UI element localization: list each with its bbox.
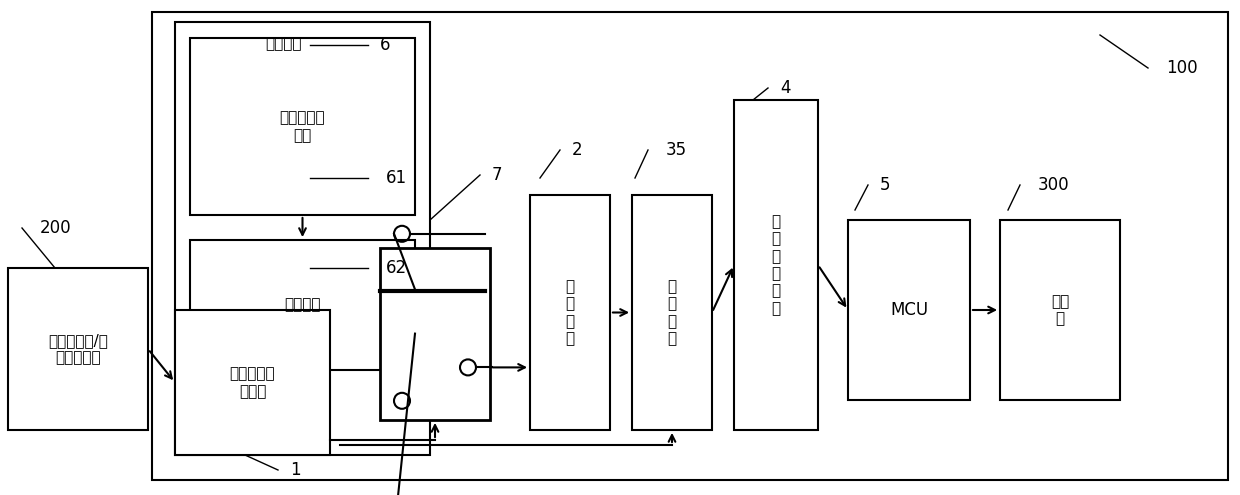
Bar [848,220,970,400]
Text: 高压信号模
拟器: 高压信号模 拟器 [280,110,325,143]
Text: 平
衡
电
路: 平 衡 电 路 [565,279,574,346]
Bar [734,100,818,430]
Text: 5: 5 [880,176,890,194]
Bar [7,268,148,430]
Bar [999,220,1120,400]
Text: 1: 1 [290,461,300,479]
Text: 300: 300 [1038,176,1070,194]
Bar [529,195,610,430]
Bar [190,240,415,370]
Text: 200: 200 [40,219,72,237]
Bar [153,12,1228,480]
Text: 2: 2 [572,141,583,159]
Text: 4: 4 [780,79,791,97]
Text: 校准电路: 校准电路 [265,37,301,51]
Text: 35: 35 [666,141,687,159]
Text: 高压电池包/整
车高压系统: 高压电池包/整 车高压系统 [48,333,108,365]
Text: 上位
机: 上位 机 [1050,294,1069,326]
Bar [175,310,330,455]
Text: 负
载
电
路: 负 载 电 路 [667,279,677,346]
Text: 外部信号输
入端口: 外部信号输 入端口 [229,366,275,398]
Text: 信
号
采
集
电
路: 信 号 采 集 电 路 [771,214,780,316]
Text: 61: 61 [386,169,407,187]
Text: 基准电容: 基准电容 [284,297,321,312]
Text: 7: 7 [492,166,502,184]
Bar [379,248,490,420]
Text: 100: 100 [1166,59,1198,77]
Text: MCU: MCU [890,301,928,319]
Bar [632,195,712,430]
Bar [190,38,415,215]
Bar [175,22,430,455]
Text: 62: 62 [386,259,407,277]
Text: 6: 6 [379,36,391,54]
